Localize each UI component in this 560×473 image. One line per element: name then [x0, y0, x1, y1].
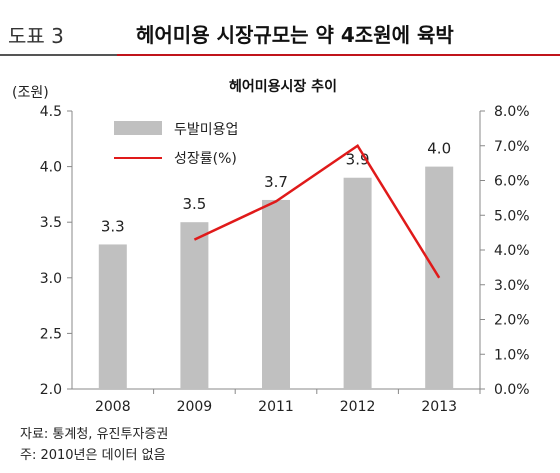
- source-note: 자료: 통계청, 유진투자증권: [20, 427, 169, 442]
- footer: 자료: 통계청, 유진투자증권 주: 2010년은 데이터 없음: [20, 424, 168, 466]
- y-tick-label: 3.0: [40, 271, 62, 287]
- growth-rate-line: [193, 143, 441, 279]
- data-note: 주: 2010년은 데이터 없음: [20, 448, 166, 463]
- figure-header: 도표 3 헤어미용 시장규모는 약 4조원에 육박: [0, 0, 560, 62]
- x-category-label: 2009: [177, 399, 213, 415]
- legend-label-line: 성장률(%): [174, 151, 237, 167]
- y2-tick-label: 6.0%: [494, 174, 530, 190]
- y2-tick-label: 3.0%: [494, 278, 530, 294]
- x-category-label: 2011: [258, 399, 294, 415]
- x-category-label: 2012: [340, 399, 376, 415]
- bar: [180, 222, 209, 389]
- y-tick-label: 4.5: [40, 104, 62, 120]
- bar-value-label: 3.5: [182, 195, 206, 213]
- y2-tick-label: 5.0%: [494, 208, 530, 224]
- y2-tick-label: 0.0%: [494, 382, 530, 398]
- bar: [98, 244, 127, 389]
- legend-swatch-bar: [114, 121, 162, 135]
- growth-line: [193, 143, 441, 279]
- y-tick-label: 2.0: [40, 382, 62, 398]
- y-axis-unit: (조원): [12, 85, 49, 101]
- bar-value-label: 3.7: [264, 173, 288, 191]
- y-tick-label: 2.5: [40, 326, 62, 342]
- y2-tick-label: 4.0%: [494, 243, 530, 259]
- y2-tick-label: 2.0%: [494, 313, 530, 329]
- y2-tick-label: 8.0%: [494, 104, 530, 120]
- y2-tick-label: 1.0%: [494, 347, 530, 363]
- bar-value-label: 4.0: [427, 140, 451, 158]
- header-rule: [0, 54, 560, 56]
- bar-value-label: 3.3: [101, 217, 125, 235]
- bar: [262, 199, 290, 389]
- x-category-label: 2008: [95, 399, 131, 415]
- y2-tick-label: 7.0%: [494, 139, 530, 155]
- axes: 2.0 2.5 3.0 3.5 4.0 4.5 0.0% 1.0% 2.0% 3.0% 4.0% 5.…: [40, 104, 530, 415]
- y-tick-label: 4.0: [40, 160, 62, 176]
- chart-title: 헤어미용시장 추이: [229, 78, 337, 95]
- legend-label-bar: 두발미용업: [174, 122, 238, 138]
- figure-label: 도표 3: [8, 24, 64, 48]
- bars: 3.33.53.73.94.0: [98, 140, 454, 389]
- y-tick-label: 3.5: [40, 215, 62, 231]
- x-category-label: 2013: [421, 399, 457, 415]
- legend: 두발미용업 성장률(%): [114, 121, 238, 167]
- figure-title: 헤어미용 시장규모는 약 4조원에 육박: [136, 23, 454, 47]
- header-rule-accent: [0, 54, 117, 56]
- bar: [343, 177, 372, 389]
